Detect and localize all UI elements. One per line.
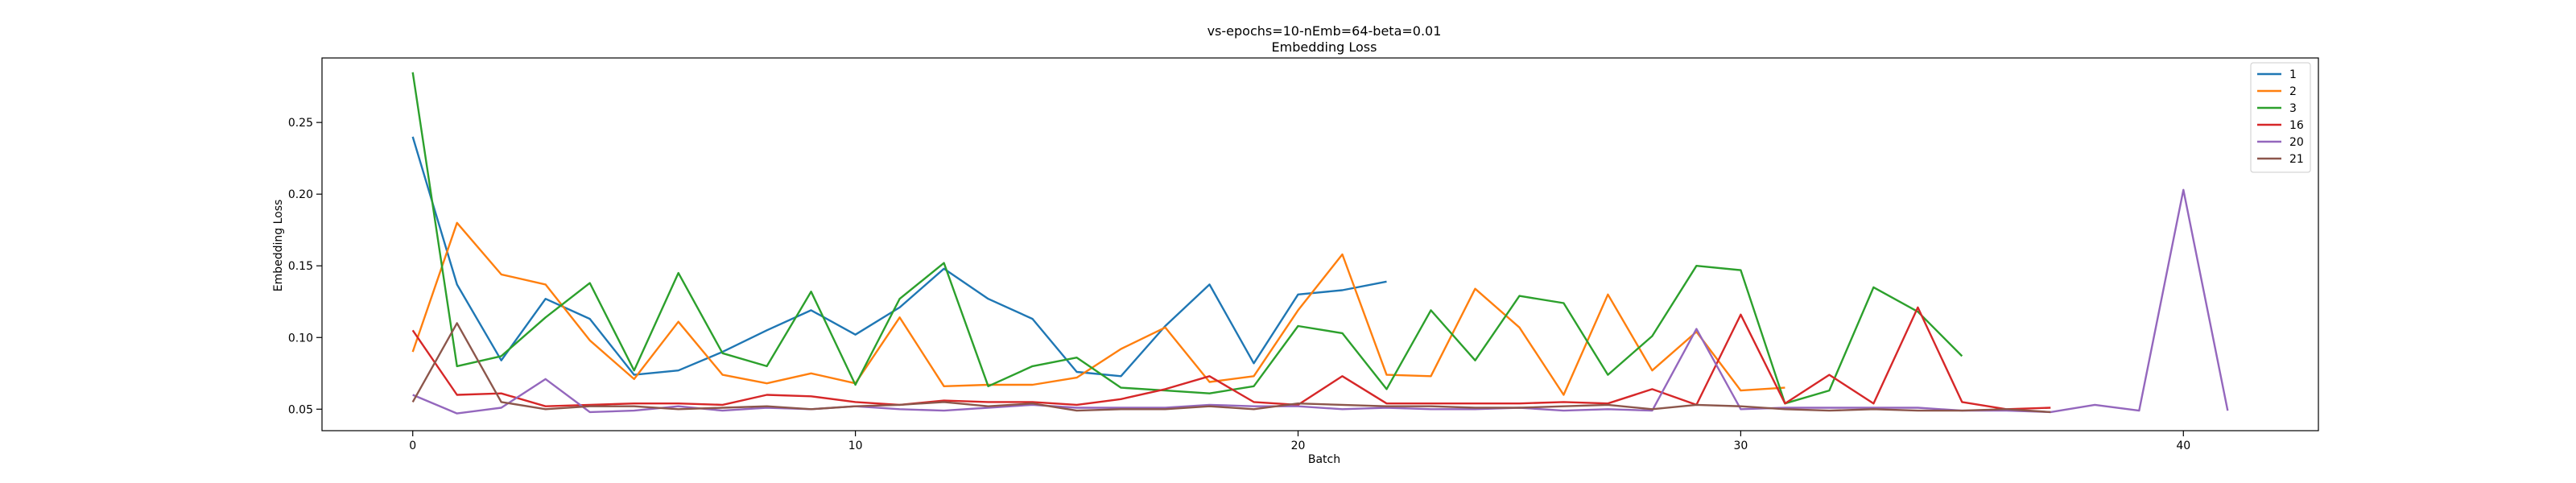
x-tick-label: 30 [1733,440,1748,452]
legend-label-21: 21 [2289,153,2304,166]
axes: 0 10 20 30 40 0.05 0.10 0.15 0.20 0.25 [288,57,2319,452]
legend-label-2: 2 [2289,85,2297,98]
series-line-1 [411,136,1387,378]
x-axis-label: Batch [1308,453,1340,466]
series-line-21 [411,322,2051,414]
x-tick-label: 40 [2176,440,2190,452]
series-line-2 [411,221,1785,396]
legend: 1 2 3 16 20 21 [2250,62,2311,173]
legend-label-20: 20 [2289,136,2304,149]
series-line-20 [412,188,2229,415]
x-tick-label: 0 [409,440,416,452]
x-tick-label: 10 [848,440,863,452]
legend-label-1: 1 [2289,68,2297,81]
plot-area [411,72,2229,415]
y-tick-label: 0.25 [288,117,313,130]
y-tick-label: 0.10 [288,332,313,345]
y-tick-label: 0.15 [288,260,313,273]
legend-label-3: 3 [2289,102,2297,115]
axes-frame [321,57,2319,431]
y-tick-label: 0.05 [288,403,313,416]
x-tick-label: 20 [1291,440,1306,452]
chart-title: vs-epochs=10-nEmb=64-beta=0.01 [1208,23,1442,39]
y-tick-label: 0.20 [288,188,313,201]
series-line-3 [411,72,1963,405]
legend-label-16: 16 [2289,119,2304,132]
y-axis-label: Embedding Loss [272,200,285,292]
series-line-16 [411,306,2051,411]
chart-subtitle: Embedding Loss [1272,39,1377,55]
